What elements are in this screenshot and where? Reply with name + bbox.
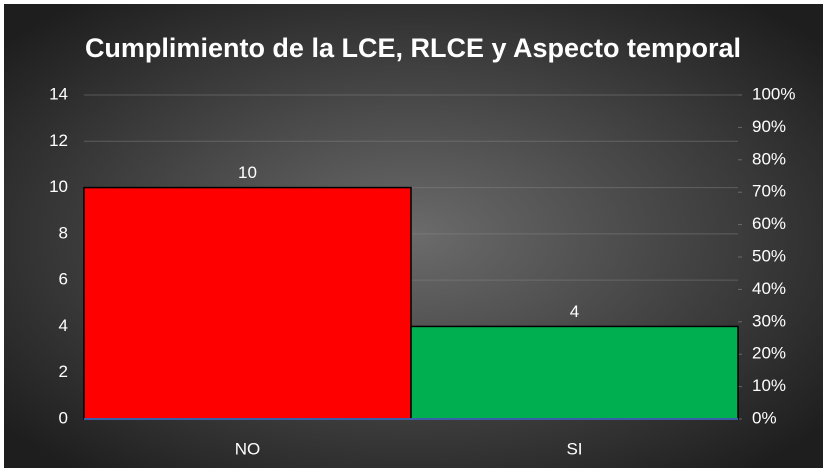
y-tick-label: 14 bbox=[49, 84, 68, 103]
y-tick-label: 10 bbox=[49, 177, 68, 196]
y-tick-label: 8 bbox=[59, 223, 68, 242]
y2-tick-label: 70% bbox=[752, 182, 786, 201]
y2-tick-label: 80% bbox=[752, 149, 786, 168]
y2-tick-label: 60% bbox=[752, 214, 786, 233]
data-label: 4 bbox=[570, 302, 579, 321]
y-tick-label: 0 bbox=[59, 408, 68, 427]
y-tick-label: 4 bbox=[59, 316, 68, 335]
y2-tick-label: 10% bbox=[752, 376, 786, 395]
y2-tick-label: 30% bbox=[752, 311, 786, 330]
y-tick-label: 12 bbox=[49, 131, 68, 150]
bar bbox=[83, 186, 412, 420]
x-tick-label: NO bbox=[235, 439, 261, 458]
y2-tick-label: 20% bbox=[752, 344, 786, 363]
y2-tick-label: 40% bbox=[752, 279, 786, 298]
y2-tick-label: 50% bbox=[752, 246, 786, 265]
y2-tick-label: 0% bbox=[752, 408, 777, 427]
bar bbox=[410, 325, 739, 420]
y-tick-label: 2 bbox=[59, 362, 68, 381]
y-tick-label: 6 bbox=[59, 270, 68, 289]
x-tick-label: SI bbox=[566, 439, 582, 458]
data-label: 10 bbox=[238, 163, 257, 182]
chart-title: Cumplimiento de la LCE, RLCE y Aspecto t… bbox=[85, 33, 741, 63]
y2-tick-label: 100% bbox=[752, 84, 795, 103]
y2-tick-label: 90% bbox=[752, 117, 786, 136]
